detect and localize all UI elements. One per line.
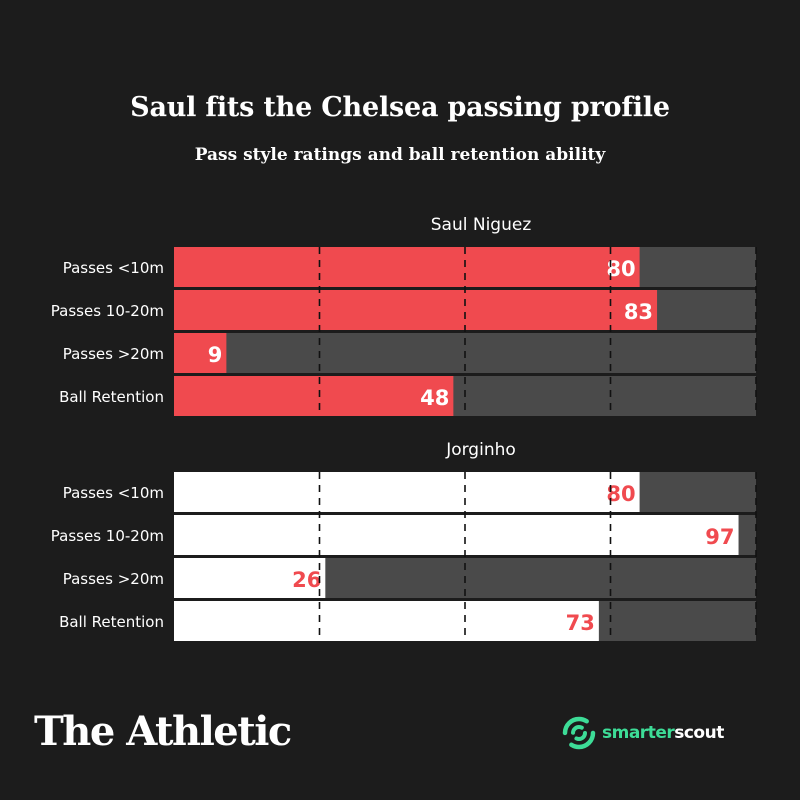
- value-label-saul-niguez-passes-10-20m: 83: [624, 300, 653, 324]
- category-label-jorginho-passes-10-20m: Passes 10-20m: [51, 527, 164, 545]
- category-label-saul-niguez-ball-retention: Ball Retention: [59, 388, 164, 406]
- bar-jorginho-passes-20m: [174, 558, 326, 598]
- bar-jorginho-passes-10-20m: [174, 515, 739, 555]
- category-label-jorginho-passes-10m: Passes <10m: [63, 484, 164, 502]
- category-label-jorginho-passes-20m: Passes >20m: [63, 570, 164, 588]
- category-label-jorginho-ball-retention: Ball Retention: [59, 613, 164, 631]
- category-label-saul-niguez-passes-10-20m: Passes 10-20m: [51, 302, 164, 320]
- smarterscout-logo-icon: [562, 716, 596, 750]
- bar-jorginho-passes-10m: [174, 472, 640, 512]
- smarterscout-logo: smarterscout: [562, 716, 724, 750]
- value-label-jorginho-passes-10-20m: 97: [705, 525, 734, 549]
- panel-title-jorginho: Jorginho: [445, 440, 516, 460]
- category-label-saul-niguez-passes-20m: Passes >20m: [63, 345, 164, 363]
- value-label-jorginho-passes-20m: 26: [292, 568, 321, 592]
- smarterscout-wordmark: smarterscout: [602, 723, 724, 743]
- bar-saul-niguez-passes-20m: [174, 333, 227, 373]
- value-label-jorginho-ball-retention: 73: [566, 611, 595, 635]
- bar-saul-niguez-passes-10m: [174, 247, 640, 287]
- the-athletic-logo: The Athletic: [34, 708, 292, 755]
- value-label-saul-niguez-ball-retention: 48: [420, 386, 449, 410]
- chart-title: Saul fits the Chelsea passing profile: [130, 92, 670, 123]
- chart-subtitle: Pass style ratings and ball retention ab…: [194, 145, 606, 165]
- bar-jorginho-ball-retention: [174, 601, 599, 641]
- value-label-saul-niguez-passes-20m: 9: [208, 343, 223, 367]
- bar-saul-niguez-passes-10-20m: [174, 290, 658, 330]
- panel-title-saul-niguez: Saul Niguez: [431, 215, 532, 235]
- category-label-saul-niguez-passes-10m: Passes <10m: [63, 259, 164, 277]
- bar-saul-niguez-ball-retention: [174, 376, 454, 416]
